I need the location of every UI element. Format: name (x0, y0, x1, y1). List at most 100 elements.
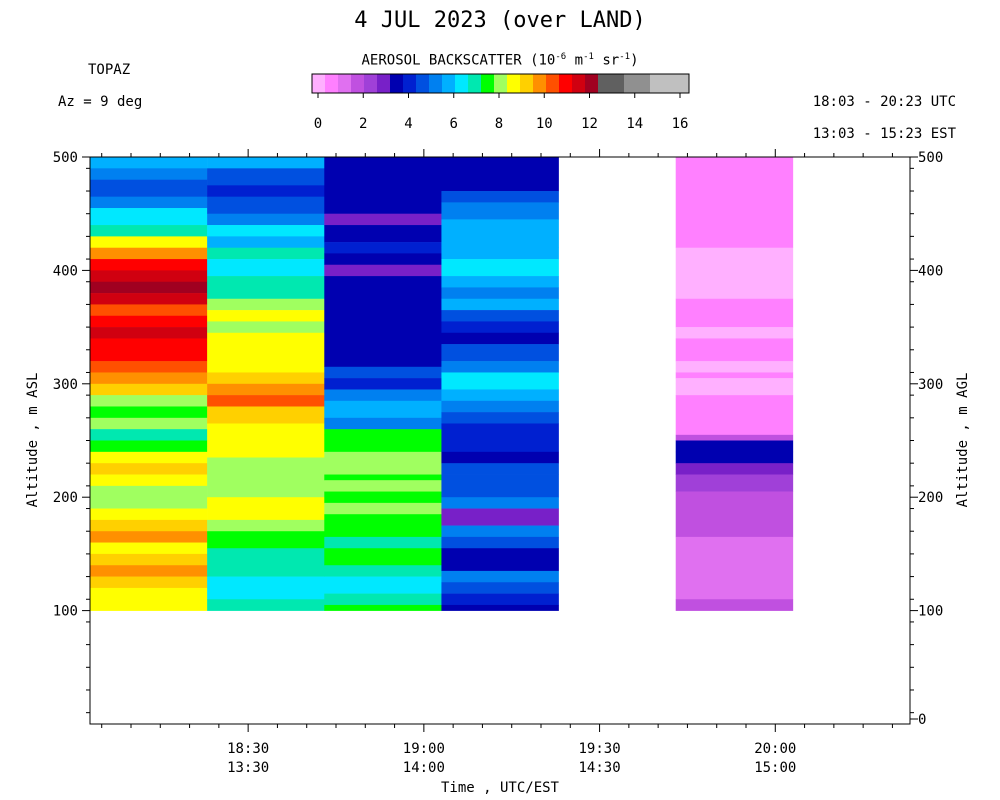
y-tick-label-right: 0 (918, 712, 926, 728)
colorbar-frame (311, 73, 690, 94)
colorbar-swatch (611, 74, 625, 93)
heatmap-cell (441, 202, 559, 220)
heatmap-cell (441, 508, 559, 526)
heatmap-cell (90, 406, 208, 419)
x-tick-label-est: 15:00 (754, 760, 796, 776)
heatmap-cell (441, 247, 559, 260)
heatmap-cell (207, 185, 325, 197)
colorbar-tick-label: 0 (314, 116, 322, 132)
heatmap-cell (441, 276, 559, 288)
heatmap-cell (207, 395, 325, 407)
heatmap-cell (207, 531, 325, 549)
heatmap-cell (90, 225, 208, 237)
heatmap-cell (441, 372, 559, 390)
heatmap-cell (324, 378, 442, 390)
heatmap-cell (90, 542, 208, 555)
axes: 100 200 300 400 500 0 100 200 300 400 500 18:30 13:3… (53, 149, 943, 776)
heatmap-cell (324, 264, 442, 277)
azimuth-label: Az = 9 deg (58, 94, 143, 110)
heatmap-cell (207, 321, 325, 334)
y-tick-label-left: 400 (53, 263, 78, 279)
heatmap-cell (441, 548, 559, 572)
heatmap-cell (324, 434, 442, 453)
heatmap-cell (207, 406, 325, 424)
heatmap-cell (207, 587, 325, 600)
heatmap-cell (324, 451, 442, 475)
y-tick-label-right: 300 (918, 377, 943, 393)
heatmap-cell (324, 253, 442, 266)
heatmap-cell (441, 287, 559, 300)
heatmap-cell (324, 366, 442, 379)
x-tick-label-utc: 19:00 (403, 741, 445, 757)
heatmap-cell (90, 440, 208, 453)
colorbar-swatch (312, 74, 326, 93)
heatmap-cell (207, 225, 325, 237)
y-tick-label-left: 100 (53, 604, 78, 620)
chart-title: 4 JUL 2023 (over LAND) (354, 8, 646, 33)
heatmap-cell (207, 423, 325, 458)
heatmap-cell (675, 491, 794, 538)
est-range-label: 13:03 - 15:23 EST (812, 126, 956, 142)
heatmap-cell (90, 281, 208, 294)
heatmap-cell (90, 474, 208, 487)
heatmap-cell (207, 457, 325, 475)
colorbar-title-exp3: -1 (619, 52, 631, 62)
heatmap-cell (90, 576, 208, 589)
y-tick-label-left: 500 (53, 150, 78, 166)
heatmap-cell (441, 525, 559, 538)
colorbar-swatch (533, 74, 547, 93)
heatmap-cell (90, 395, 208, 407)
heatmap-cell (90, 168, 208, 180)
colorbar-swatch (650, 74, 664, 93)
heatmap-cell (207, 247, 325, 260)
heatmap-cell (90, 196, 208, 209)
heatmap-cell (207, 332, 325, 373)
heatmap-cell (324, 491, 442, 504)
heatmap-cell (324, 514, 442, 538)
heatmap-cell (207, 276, 325, 300)
heatmap-cell (324, 389, 442, 402)
colorbar-swatch (364, 74, 378, 93)
heatmap-cell (90, 372, 208, 385)
heatmap-cell (441, 451, 559, 464)
colorbar-title-prefix: AEROSOL BACKSCATTER (10 (361, 52, 556, 69)
heatmap-cell (441, 344, 559, 362)
heatmap-cell (90, 259, 208, 271)
heatmap-cell (207, 259, 325, 277)
heatmap-cell (324, 565, 442, 577)
colorbar-swatch (637, 74, 651, 93)
heatmap-cell (207, 168, 325, 186)
heatmap-cell (324, 480, 442, 492)
heatmap-cell (90, 236, 208, 249)
colorbar-swatch (416, 74, 430, 93)
colorbar-tick-label: 4 (404, 116, 412, 132)
heatmap-cell (675, 599, 794, 611)
heatmap-cell (90, 429, 208, 441)
heatmap-cell (90, 519, 208, 532)
heatmap-cell (90, 463, 208, 475)
heatmap-cell (90, 485, 208, 498)
heatmap-cell (90, 451, 208, 464)
colorbar-swatch (338, 74, 352, 93)
heatmap-cell (207, 310, 325, 322)
heatmap-cell (90, 383, 208, 396)
heatmap-cell (207, 372, 325, 385)
heatmap-cell (441, 474, 559, 498)
colorbar-title: AEROSOL BACKSCATTER (10-6 m-1 sr-1) (290, 52, 710, 69)
heatmap-cell (441, 389, 559, 402)
heatmap-cell (675, 378, 794, 385)
heatmap-cell (90, 565, 208, 577)
colorbar-tick-label: 2 (359, 116, 367, 132)
heatmap-cell (207, 548, 325, 577)
heatmap-cell (675, 361, 794, 373)
colorbar-swatch (455, 74, 469, 93)
y-tick-label-left: 200 (53, 490, 78, 506)
colorbar-tick-label: 6 (450, 116, 458, 132)
heatmap-cell (324, 576, 442, 594)
heatmap-cell (441, 536, 559, 549)
colorbar-title-mid1: m (566, 52, 584, 69)
heatmap-cell (675, 298, 794, 328)
heatmap-cell (675, 372, 794, 379)
colorbar-title-exp2: -1 (583, 52, 594, 62)
